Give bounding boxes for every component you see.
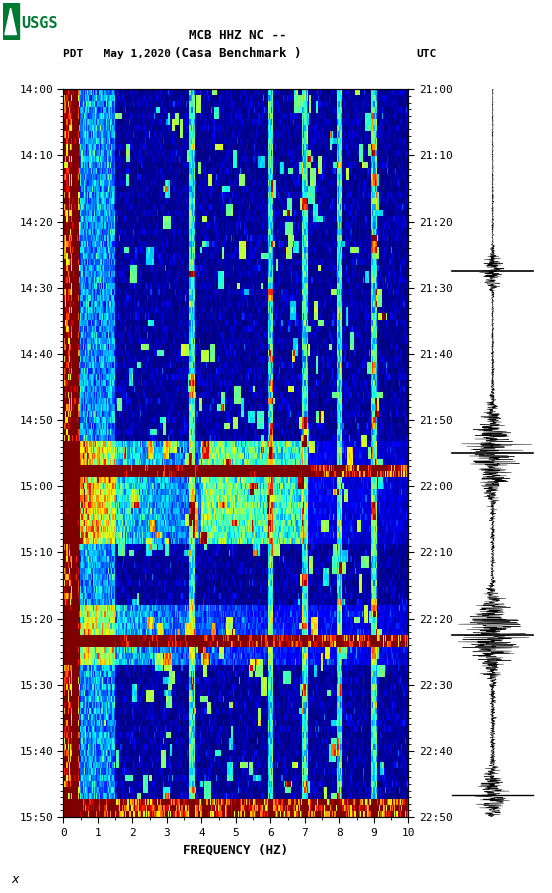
Bar [3,3,19,40]
Text: UTC: UTC [417,48,437,59]
Text: USGS: USGS [22,16,58,30]
Text: $\it{x}$: $\it{x}$ [11,872,21,886]
Text: PDT   May 1,2020: PDT May 1,2020 [63,48,172,59]
Polygon shape [5,8,17,35]
Text: (Casa Benchmark ): (Casa Benchmark ) [174,47,301,60]
Text: MCB HHZ NC --: MCB HHZ NC -- [189,29,286,42]
X-axis label: FREQUENCY (HZ): FREQUENCY (HZ) [183,843,289,856]
